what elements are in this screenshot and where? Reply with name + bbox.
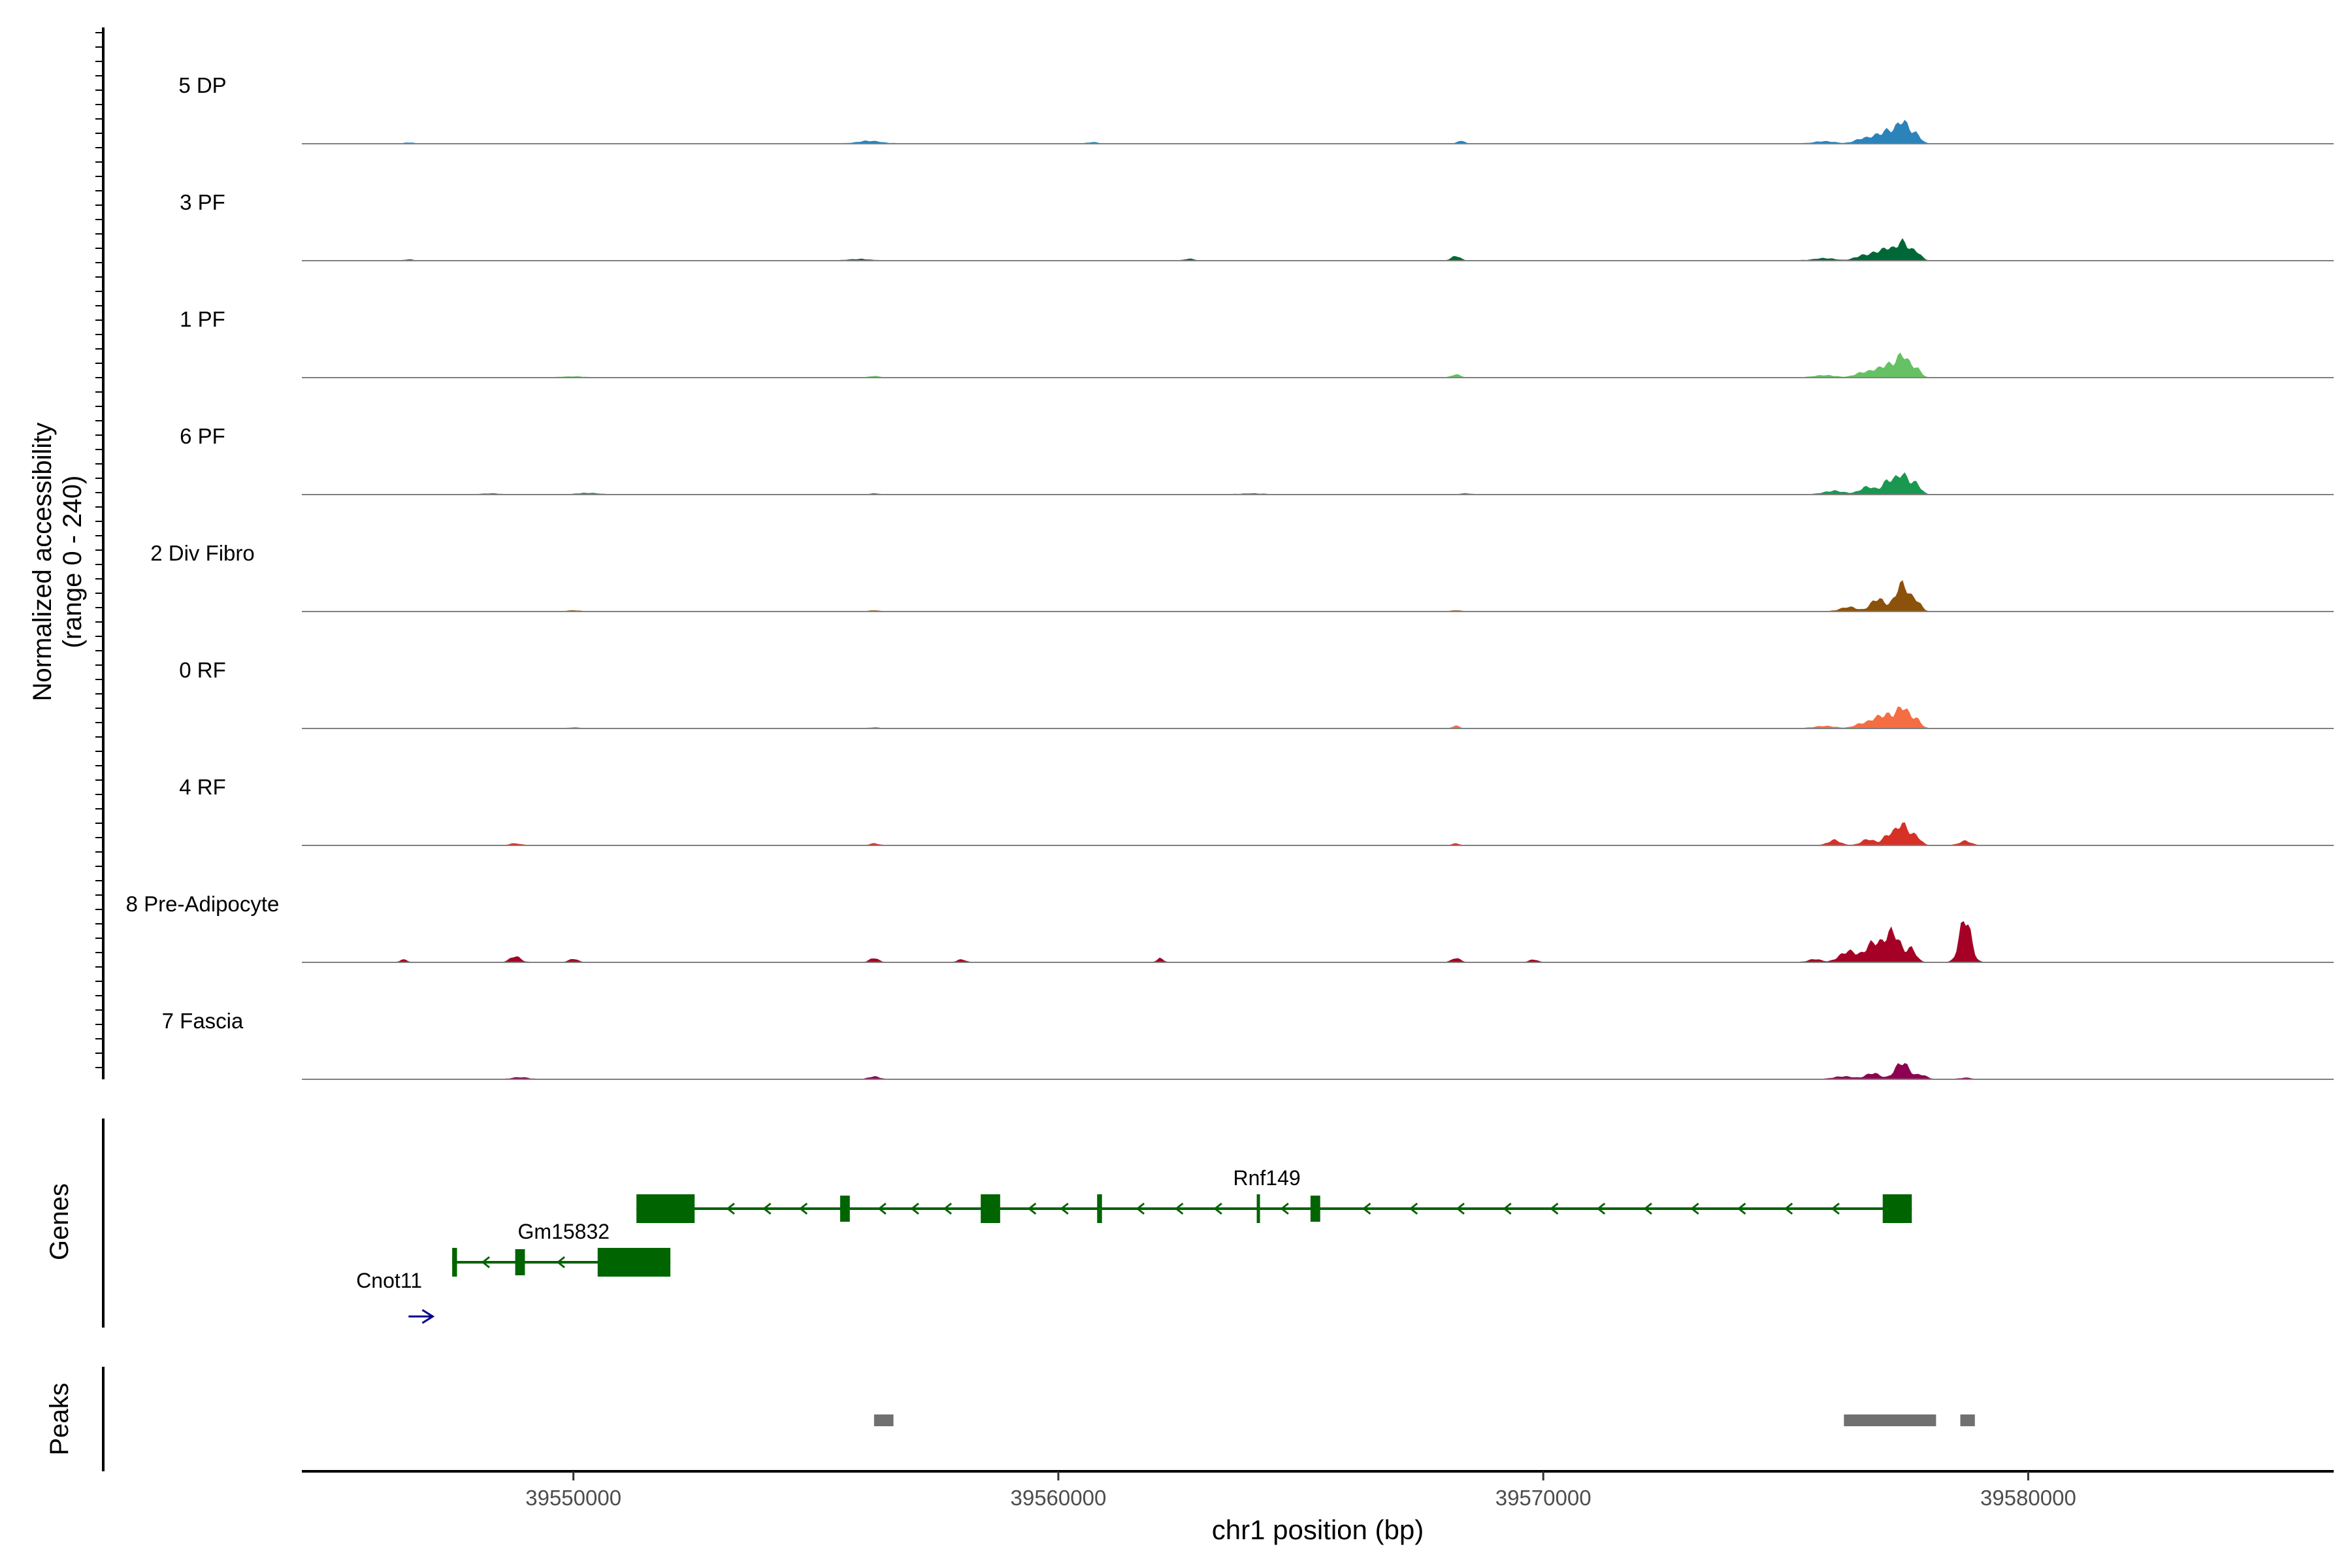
strand-chevron: [556, 1256, 566, 1269]
track-4: 6 PF: [180, 424, 2334, 495]
strand-chevron: [1280, 1202, 1289, 1215]
exon: [1256, 1194, 1260, 1223]
strand-chevron: [943, 1202, 952, 1215]
coverage-area: [302, 472, 2334, 495]
exon: [636, 1194, 695, 1223]
x-tick-label: 39550000: [525, 1486, 621, 1510]
track-3: 1 PF: [180, 307, 2334, 378]
exon: [840, 1196, 850, 1222]
track-label: 3 PF: [180, 190, 225, 214]
gene-Cnot11: Cnot11: [356, 1269, 435, 1324]
track-9: 7 Fascia: [162, 1009, 2334, 1080]
exon: [981, 1194, 1000, 1223]
strand-chevron: [1690, 1202, 1699, 1215]
strand-chevron: [1027, 1202, 1037, 1215]
gene-Rnf149: Rnf149: [636, 1166, 1912, 1223]
peak-regions: [874, 1414, 1975, 1426]
gene-label: Cnot11: [356, 1269, 422, 1292]
gene-label: Rnf149: [1233, 1166, 1300, 1190]
track-label: 6 PF: [180, 424, 225, 448]
track-5: 2 Div Fibro: [150, 541, 2334, 612]
gene-Gm15832: Gm15832: [452, 1220, 671, 1277]
exon: [597, 1248, 671, 1277]
coverage-area: [302, 706, 2334, 729]
strand-chevron: [1737, 1202, 1746, 1215]
track-7: 4 RF: [179, 775, 2334, 846]
strand-chevron: [1831, 1202, 1840, 1215]
strand-chevron: [1060, 1202, 1069, 1215]
gene-label: Gm15832: [518, 1220, 610, 1243]
strand-chevron: [1503, 1202, 1512, 1215]
coverage-area: [302, 822, 2334, 846]
gene-annotations: Rnf149 Gm15832 Cnot11: [356, 1166, 1912, 1324]
exon: [1310, 1196, 1320, 1222]
track-label: 5 DP: [178, 73, 226, 97]
exon: [1097, 1194, 1102, 1223]
track-label: 7 Fascia: [162, 1009, 244, 1033]
x-axis-ticks: 39550000 39560000 39570000 39580000: [525, 1471, 2076, 1510]
coverage-area: [302, 580, 2334, 612]
coverage-area: [302, 1063, 2334, 1080]
strand-chevron: [1643, 1202, 1652, 1215]
peak-region: [1844, 1414, 1936, 1426]
track-6: 0 RF: [179, 658, 2334, 729]
peaks-panel-label: Peaks: [45, 1382, 74, 1455]
x-axis-title: chr1 position (bp): [1212, 1514, 1424, 1545]
strand-chevron: [726, 1202, 735, 1215]
track-label: 4 RF: [179, 775, 226, 799]
strand-chevron: [1550, 1202, 1559, 1215]
strand-chevron: [1456, 1202, 1465, 1215]
exon: [515, 1249, 525, 1275]
strand-chevron: [1596, 1202, 1606, 1215]
track-8: 8 Pre-Adipocyte: [126, 892, 2334, 963]
track-label: 8 Pre-Adipocyte: [126, 892, 280, 916]
strand-chevron: [910, 1202, 919, 1215]
track-label: 1 PF: [180, 307, 225, 331]
x-tick-label: 39580000: [1980, 1486, 2076, 1510]
strand-chevron: [1175, 1202, 1184, 1215]
strand-chevron: [762, 1202, 772, 1215]
strand-chevron: [877, 1202, 887, 1215]
exon: [1882, 1194, 1912, 1223]
strand-chevron: [1135, 1202, 1145, 1215]
peak-region: [1960, 1414, 1975, 1426]
track-1: 5 DP: [178, 73, 2334, 144]
y-axis-title-line2: (range 0 - 240): [58, 476, 87, 649]
coverage-tracks: 5 DP 3 PF 1 PF 6 PF 2 Div Fibro 0 RF 4 RF 8 Pre…: [126, 73, 2334, 1080]
strand-chevron: [1409, 1202, 1418, 1215]
peak-region: [874, 1414, 894, 1426]
strand-chevron: [1784, 1202, 1793, 1215]
exon: [452, 1248, 457, 1277]
coverage-y-ticks: [95, 32, 103, 1068]
x-tick-label: 39560000: [1010, 1486, 1106, 1510]
coverage-area: [302, 352, 2334, 378]
track-label: 0 RF: [179, 658, 226, 682]
strand-chevron: [1213, 1202, 1222, 1215]
genes-panel-label: Genes: [45, 1183, 74, 1260]
gene-arrowhead: [421, 1309, 435, 1324]
track-label: 2 Div Fibro: [150, 541, 255, 565]
x-tick-label: 39570000: [1495, 1486, 1592, 1510]
y-axis-title-line1: Normalized accessibility: [28, 423, 57, 702]
coverage-area: [302, 120, 2334, 144]
coverage-area: [302, 238, 2334, 261]
strand-chevron: [481, 1256, 490, 1269]
coverage-area: [302, 921, 2334, 963]
track-2: 3 PF: [180, 190, 2334, 261]
strand-chevron: [1362, 1202, 1371, 1215]
strand-chevron: [798, 1202, 808, 1215]
